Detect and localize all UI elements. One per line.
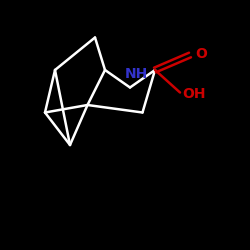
Text: O: O — [195, 47, 207, 61]
Text: NH: NH — [124, 67, 148, 81]
Text: OH: OH — [182, 87, 206, 101]
